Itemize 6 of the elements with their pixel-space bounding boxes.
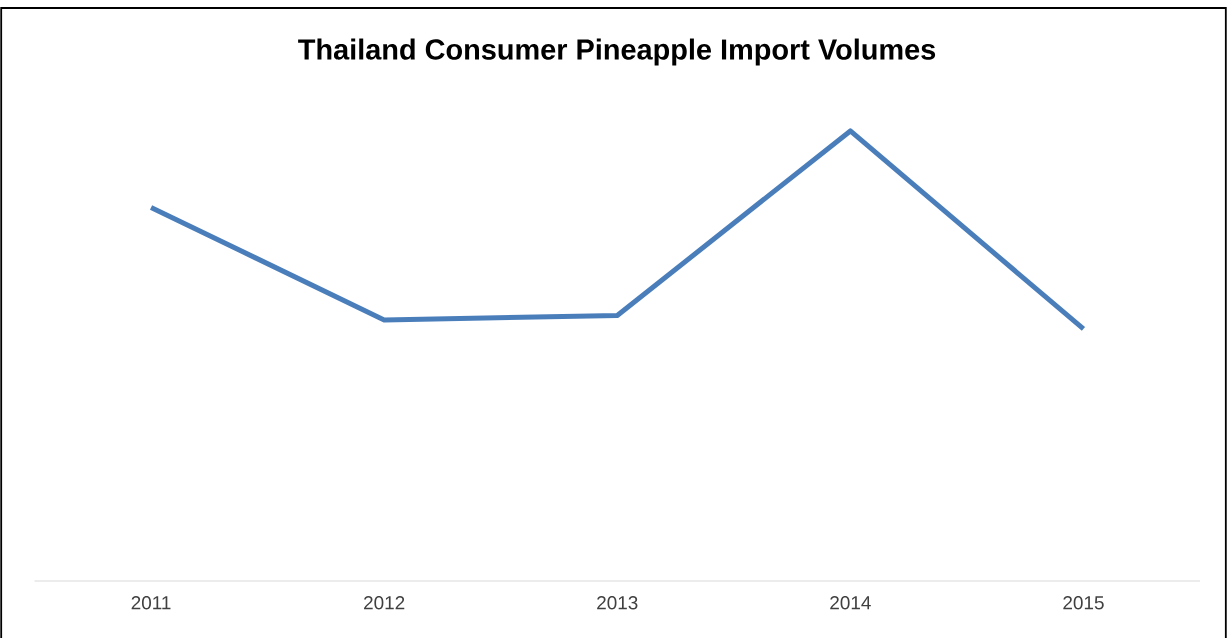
x-tick-label: 2011 [131,596,171,610]
x-tick-label: 2013 [597,596,638,610]
x-tick-label: 2012 [364,596,405,610]
chart-title: Thailand Consumer Pineapple Import Volumes [298,38,936,66]
x-tick-label: 2014 [830,596,871,610]
x-tick-label: 2015 [1063,596,1104,610]
